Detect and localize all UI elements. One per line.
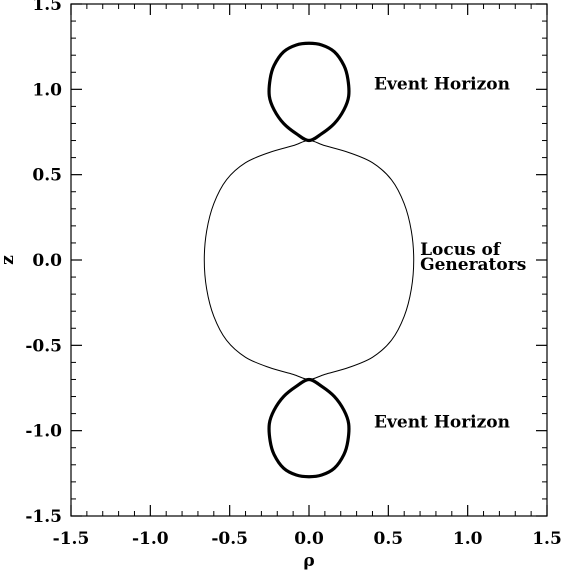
y-tick-label: 0.0 xyxy=(32,251,62,271)
y-tick-label: -1.0 xyxy=(25,422,62,442)
y-tick-label: 1.5 xyxy=(32,0,62,15)
annotation-label: Generators xyxy=(420,255,526,275)
major-ticks xyxy=(70,3,548,517)
x-tick-label: 1.0 xyxy=(453,529,483,549)
y-tick-label: -1.5 xyxy=(25,507,62,527)
series-layer xyxy=(203,41,415,479)
x-tick-label: 1.5 xyxy=(532,529,562,549)
annotation-label: Event Horizon xyxy=(374,412,510,432)
event-horizon-curve xyxy=(267,377,351,479)
x-tick-label: 0.5 xyxy=(374,529,404,549)
x-tick-label: -0.5 xyxy=(211,529,248,549)
locus-of-generators-curve xyxy=(203,140,415,380)
event-horizon-curve xyxy=(267,41,351,143)
minor-ticks xyxy=(71,4,547,516)
x-tick-label: -1.5 xyxy=(53,529,90,549)
x-tick-labels: -1.5 -1.0 -0.5 0.0 0.5 1.0 1.5 xyxy=(53,529,562,549)
annotation-label: Event Horizon xyxy=(374,74,510,94)
annotation-label: Locus of xyxy=(420,240,502,260)
x-axis-title: ρ xyxy=(303,551,314,571)
y-axis-title: z xyxy=(0,255,18,265)
y-tick-label: 0.5 xyxy=(32,166,62,186)
y-tick-labels: 1.5 1.0 0.5 0.0 -0.5 -1.0 -1.5 xyxy=(25,0,62,527)
x-tick-label: -1.0 xyxy=(132,529,169,549)
x-tick-label: 0.0 xyxy=(294,529,324,549)
y-tick-label: 1.0 xyxy=(32,80,62,100)
y-tick-label: -0.5 xyxy=(25,336,62,356)
